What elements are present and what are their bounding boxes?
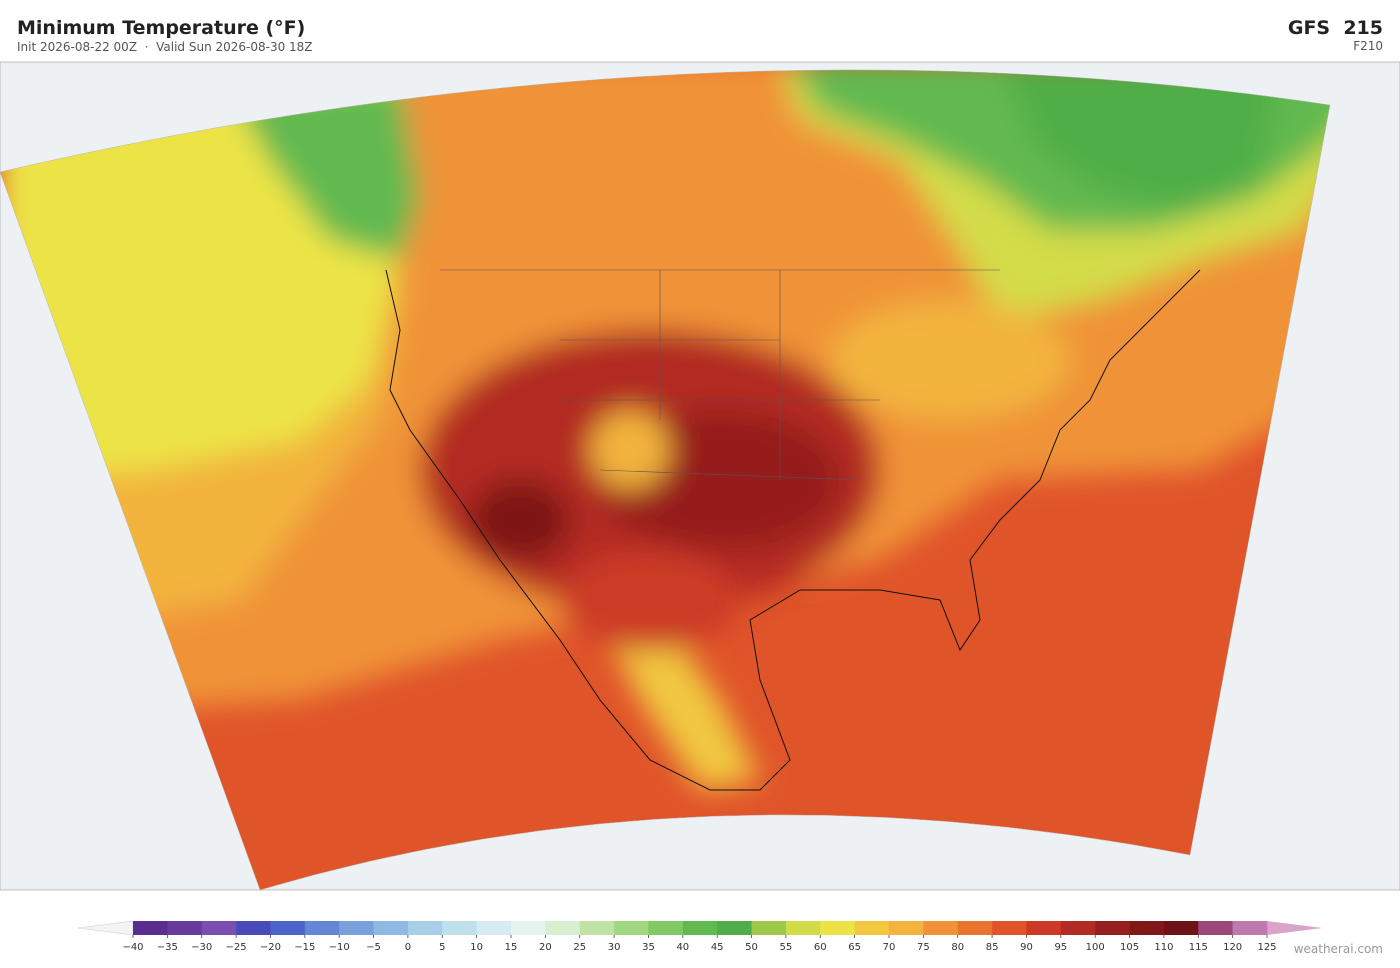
colorbar-tick-label: 105 (1120, 942, 1139, 953)
colorbar-tick-label: −30 (191, 942, 212, 953)
colorbar: −40 −35 −30 −25 −20 −15 −10 −5 0 5 10 15 20 25 30 35 40 4… (77, 920, 1322, 953)
colorbar-tick-label: 65 (848, 942, 861, 953)
colorbar-bin (511, 921, 546, 935)
colorbar-tick-label: 60 (814, 942, 827, 953)
colorbar-bin (648, 921, 684, 935)
colorbar-tick-label: 120 (1223, 942, 1242, 953)
colorbar-bin (270, 921, 306, 935)
colorbar-bin (373, 921, 409, 935)
colorbar-tick-label: 5 (439, 942, 445, 953)
colorbar-tick-label: 0 (405, 942, 411, 953)
colorbar-tick-label: 115 (1189, 942, 1208, 953)
colorbar-bin (923, 921, 959, 935)
colorbar-over (1267, 921, 1322, 935)
colorbar-tick-label: −25 (226, 942, 247, 953)
colorbar-tick-label: 30 (608, 942, 621, 953)
colorbar-bin (820, 921, 855, 935)
colorbar-tick-label: −40 (122, 942, 143, 953)
colorbar-bin (236, 921, 271, 935)
colorbar-tick-label: −35 (157, 942, 178, 953)
colorbar-bin (1095, 921, 1130, 935)
colorbar-tick-label: 70 (883, 942, 896, 953)
colorbar-tick-label: 75 (917, 942, 930, 953)
colorbar-bin (1232, 921, 1268, 935)
colorbar-bin (133, 921, 168, 935)
colorbar-tick-label: 80 (951, 942, 964, 953)
colorbar-tick-label: 40 (676, 942, 689, 953)
colorbar-tick-label: 10 (470, 942, 483, 953)
subtitle: Init 2026-08-22 00Z · Valid Sun 2026-08-… (17, 40, 313, 54)
colorbar-under (77, 920, 134, 936)
forecast-hour: F210 (1353, 39, 1383, 53)
colorbar-tick-label: 125 (1257, 942, 1276, 953)
colorbar-bin (476, 921, 512, 935)
colorbar-tick-label: −5 (366, 942, 381, 953)
colorbar-tick-label: −20 (260, 942, 281, 953)
colorbar-bin (682, 921, 718, 935)
colorbar-bin (751, 921, 787, 935)
colorbar-tick-label: 95 (1054, 942, 1067, 953)
colorbar-tick-label: 45 (711, 942, 724, 953)
colorbar-tick-label: 50 (745, 942, 758, 953)
colorbar-bin (407, 921, 443, 935)
colorbar-tick-label: 20 (539, 942, 552, 953)
colorbar-bin (442, 921, 477, 935)
colorbar-tick-label: −10 (329, 942, 350, 953)
model-label: GFS 215 (1288, 17, 1383, 39)
colorbar-bin (1060, 921, 1096, 935)
colorbar-bin (889, 921, 924, 935)
map (0, 61, 1400, 891)
colorbar-bin (854, 921, 890, 935)
colorbar-tick-label: 85 (986, 942, 999, 953)
colorbar-bin (579, 921, 615, 935)
colorbar-bin (201, 921, 237, 935)
colorbar-tick-label: 100 (1086, 942, 1105, 953)
colorbar-bin (614, 921, 649, 935)
colorbar-bin (992, 921, 1027, 935)
colorbar-bin (785, 921, 821, 935)
colorbar-bin (957, 921, 993, 935)
colorbar-tick-label: 35 (642, 942, 655, 953)
colorbar-tick-label: 110 (1154, 942, 1173, 953)
colorbar-tick-label: 25 (573, 942, 586, 953)
colorbar-bin (1163, 921, 1199, 935)
watermark: weatherai.com (1294, 942, 1383, 956)
colorbar-tick-label: 55 (780, 942, 793, 953)
colorbar-tick-label: 90 (1020, 942, 1033, 953)
colorbar-bin (304, 921, 340, 935)
colorbar-bin (1026, 921, 1062, 935)
colorbar-bin (1129, 921, 1165, 935)
colorbar-bin (1198, 921, 1233, 935)
colorbar-bin (167, 921, 203, 935)
colorbar-bin (339, 921, 374, 935)
colorbar-bin (717, 921, 752, 935)
colorbar-bin (545, 921, 581, 935)
colorbar-tick-label: 15 (505, 942, 518, 953)
title: Minimum Temperature (°F) (17, 17, 305, 39)
colorbar-tick-label: −15 (294, 942, 315, 953)
